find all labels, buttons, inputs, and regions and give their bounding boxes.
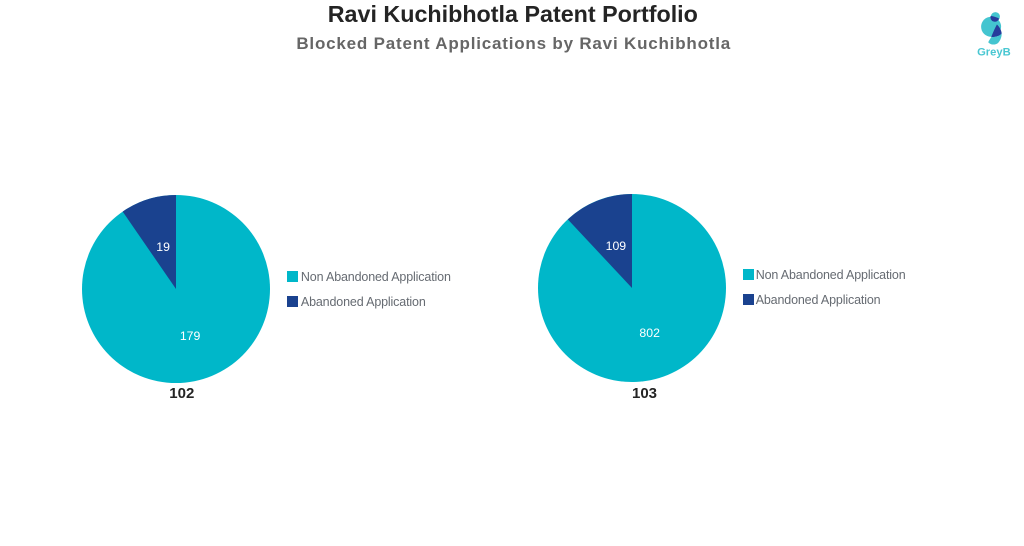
svg-text:GreyB: GreyB <box>977 47 1011 59</box>
